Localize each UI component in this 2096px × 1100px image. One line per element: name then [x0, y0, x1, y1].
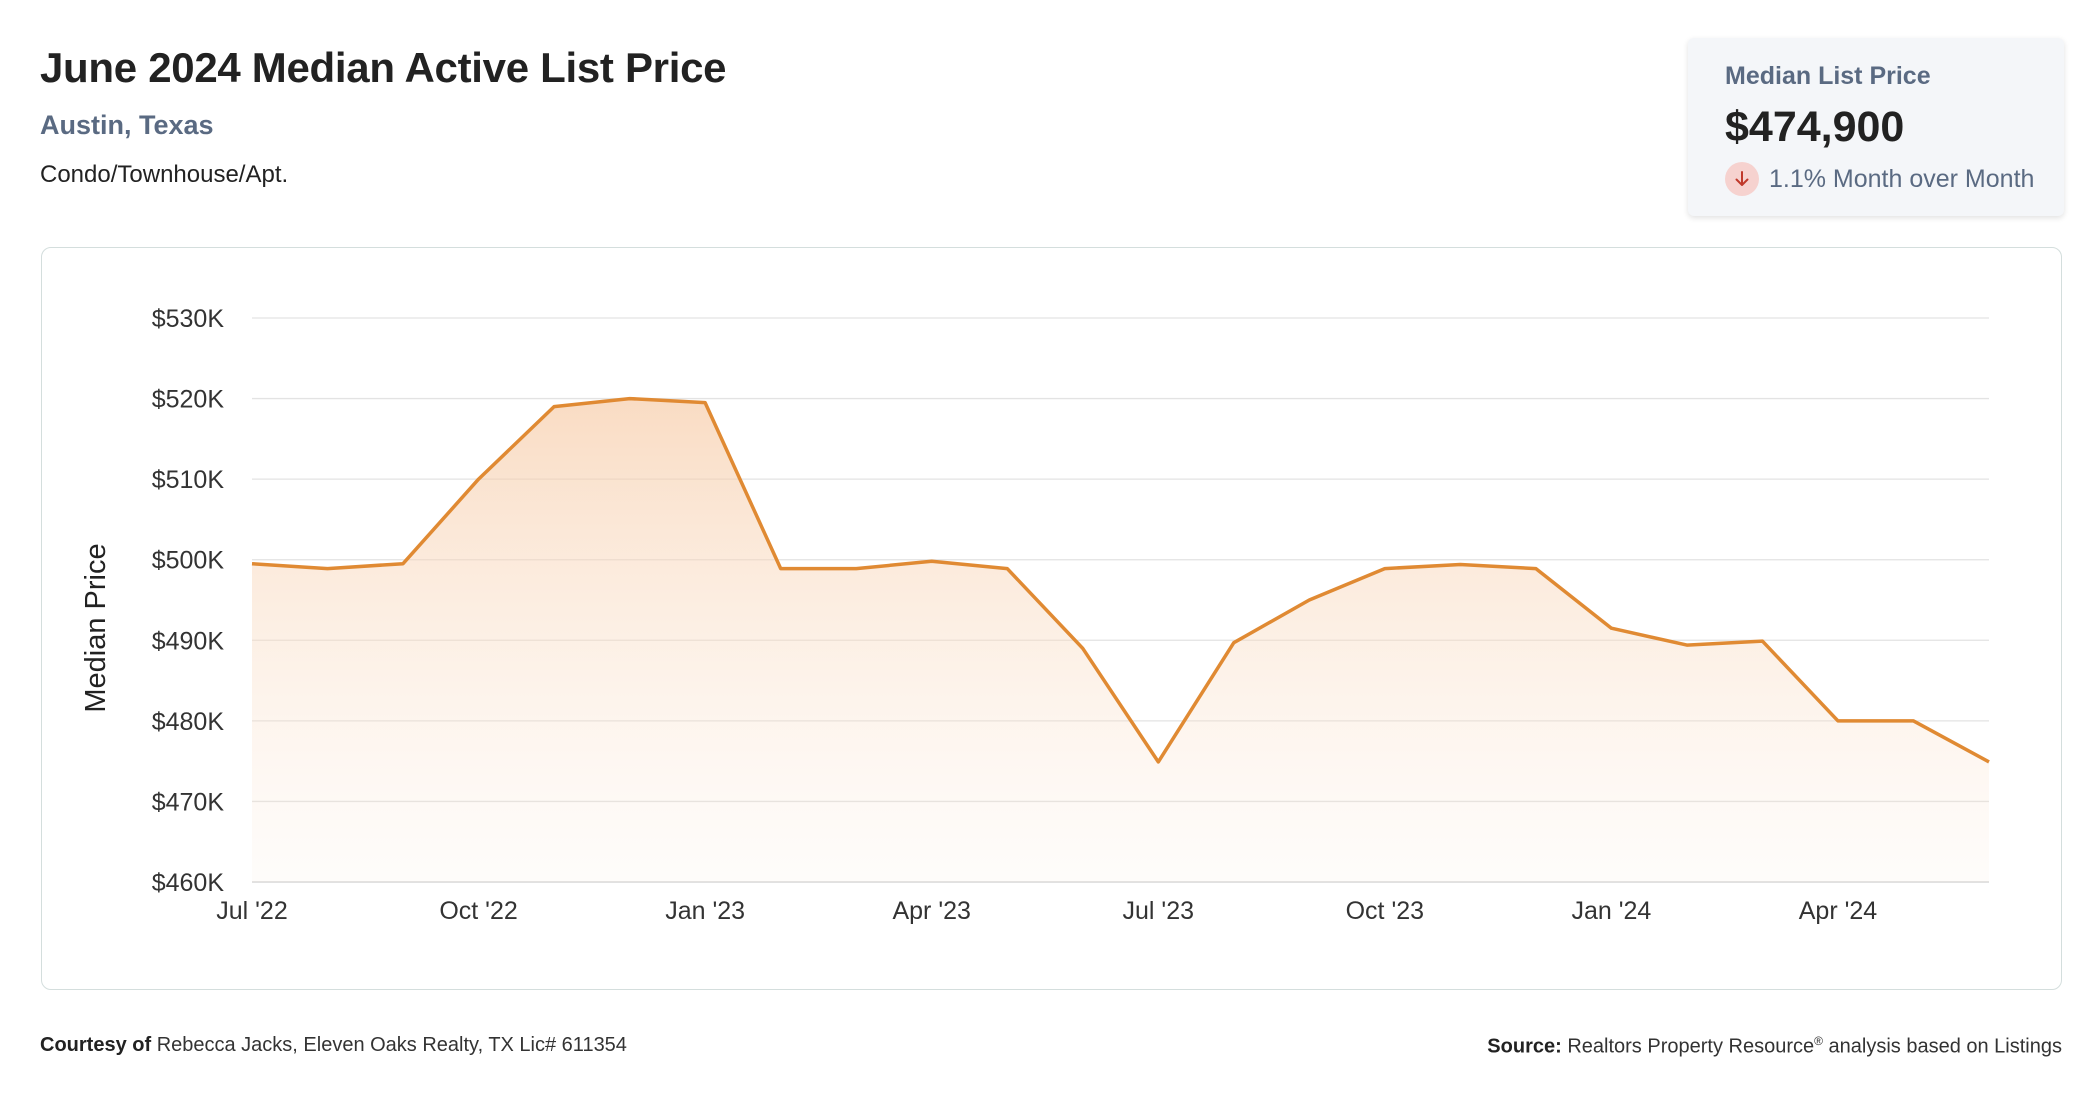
- x-tick-label: Jan '24: [1571, 897, 1651, 925]
- y-axis-title: Median Price: [80, 543, 112, 712]
- y-tick-label: $490K: [152, 627, 225, 655]
- courtesy-text: Rebecca Jacks, Eleven Oaks Realty, TX Li…: [156, 1034, 627, 1056]
- y-tick-label: $460K: [152, 869, 225, 897]
- y-tick-label: $530K: [152, 305, 225, 333]
- x-tick-label: Jul '23: [1123, 897, 1194, 925]
- source-footer: Source: Realtors Property Resource® anal…: [1487, 1034, 2062, 1059]
- median-price-card: Median List Price $474,900 1.1% Month ov…: [1688, 38, 2064, 216]
- y-tick-label: $500K: [152, 547, 225, 575]
- arrow-down-icon: [1725, 162, 1759, 196]
- x-tick-label: Apr '23: [892, 897, 970, 925]
- area-fill: [252, 398, 1989, 882]
- property-type: Condo/Townhouse/Apt.: [40, 161, 289, 188]
- y-axis-ticks: $460K $470K $480K $490K $500K $510K $520K $530K: [152, 305, 225, 897]
- x-tick-label: Oct '23: [1346, 897, 1424, 925]
- header: June 2024 Median Active List Price Austi…: [40, 44, 727, 189]
- source-label: Source:: [1487, 1035, 1562, 1058]
- x-axis-ticks: Jul '22 Oct '22 Jan '23 Apr '23 Jul '23 Oct '…: [216, 897, 1877, 925]
- stat-change-text: 1.1% Month over Month: [1769, 164, 2035, 193]
- x-tick-label: Oct '22: [439, 897, 517, 925]
- source-suffix: analysis based on Listings: [1828, 1035, 2062, 1058]
- page-title: June 2024 Median Active List Price: [40, 44, 727, 91]
- registered-mark: ®: [1814, 1034, 1823, 1048]
- stat-value: $474,900: [1725, 103, 1905, 151]
- price-chart: $460K $470K $480K $490K $500K $510K $520K $530K…: [80, 305, 1990, 925]
- y-tick-label: $480K: [152, 708, 225, 736]
- stat-change: 1.1% Month over Month: [1725, 162, 2064, 196]
- location-subtitle: Austin, Texas: [40, 110, 214, 140]
- y-tick-label: $470K: [152, 788, 225, 816]
- price-line: [251, 396, 1990, 764]
- y-tick-label: $520K: [152, 386, 225, 414]
- courtesy-label: Courtesy of: [40, 1034, 152, 1056]
- area-layer: [251, 396, 1990, 882]
- x-tick-label: Jan '23: [665, 897, 745, 925]
- x-tick-label: Jul '22: [216, 897, 287, 925]
- source-text: Realtors Property Resource: [1567, 1035, 1815, 1058]
- stat-label: Median List Price: [1725, 62, 1931, 90]
- y-tick-label: $510K: [152, 466, 225, 494]
- x-tick-label: Apr '24: [1799, 897, 1878, 925]
- courtesy-footer: Courtesy of Rebecca Jacks, Eleven Oaks R…: [40, 1034, 627, 1057]
- chart-panel: $460K $470K $480K $490K $500K $510K $520K $530K…: [41, 247, 2062, 990]
